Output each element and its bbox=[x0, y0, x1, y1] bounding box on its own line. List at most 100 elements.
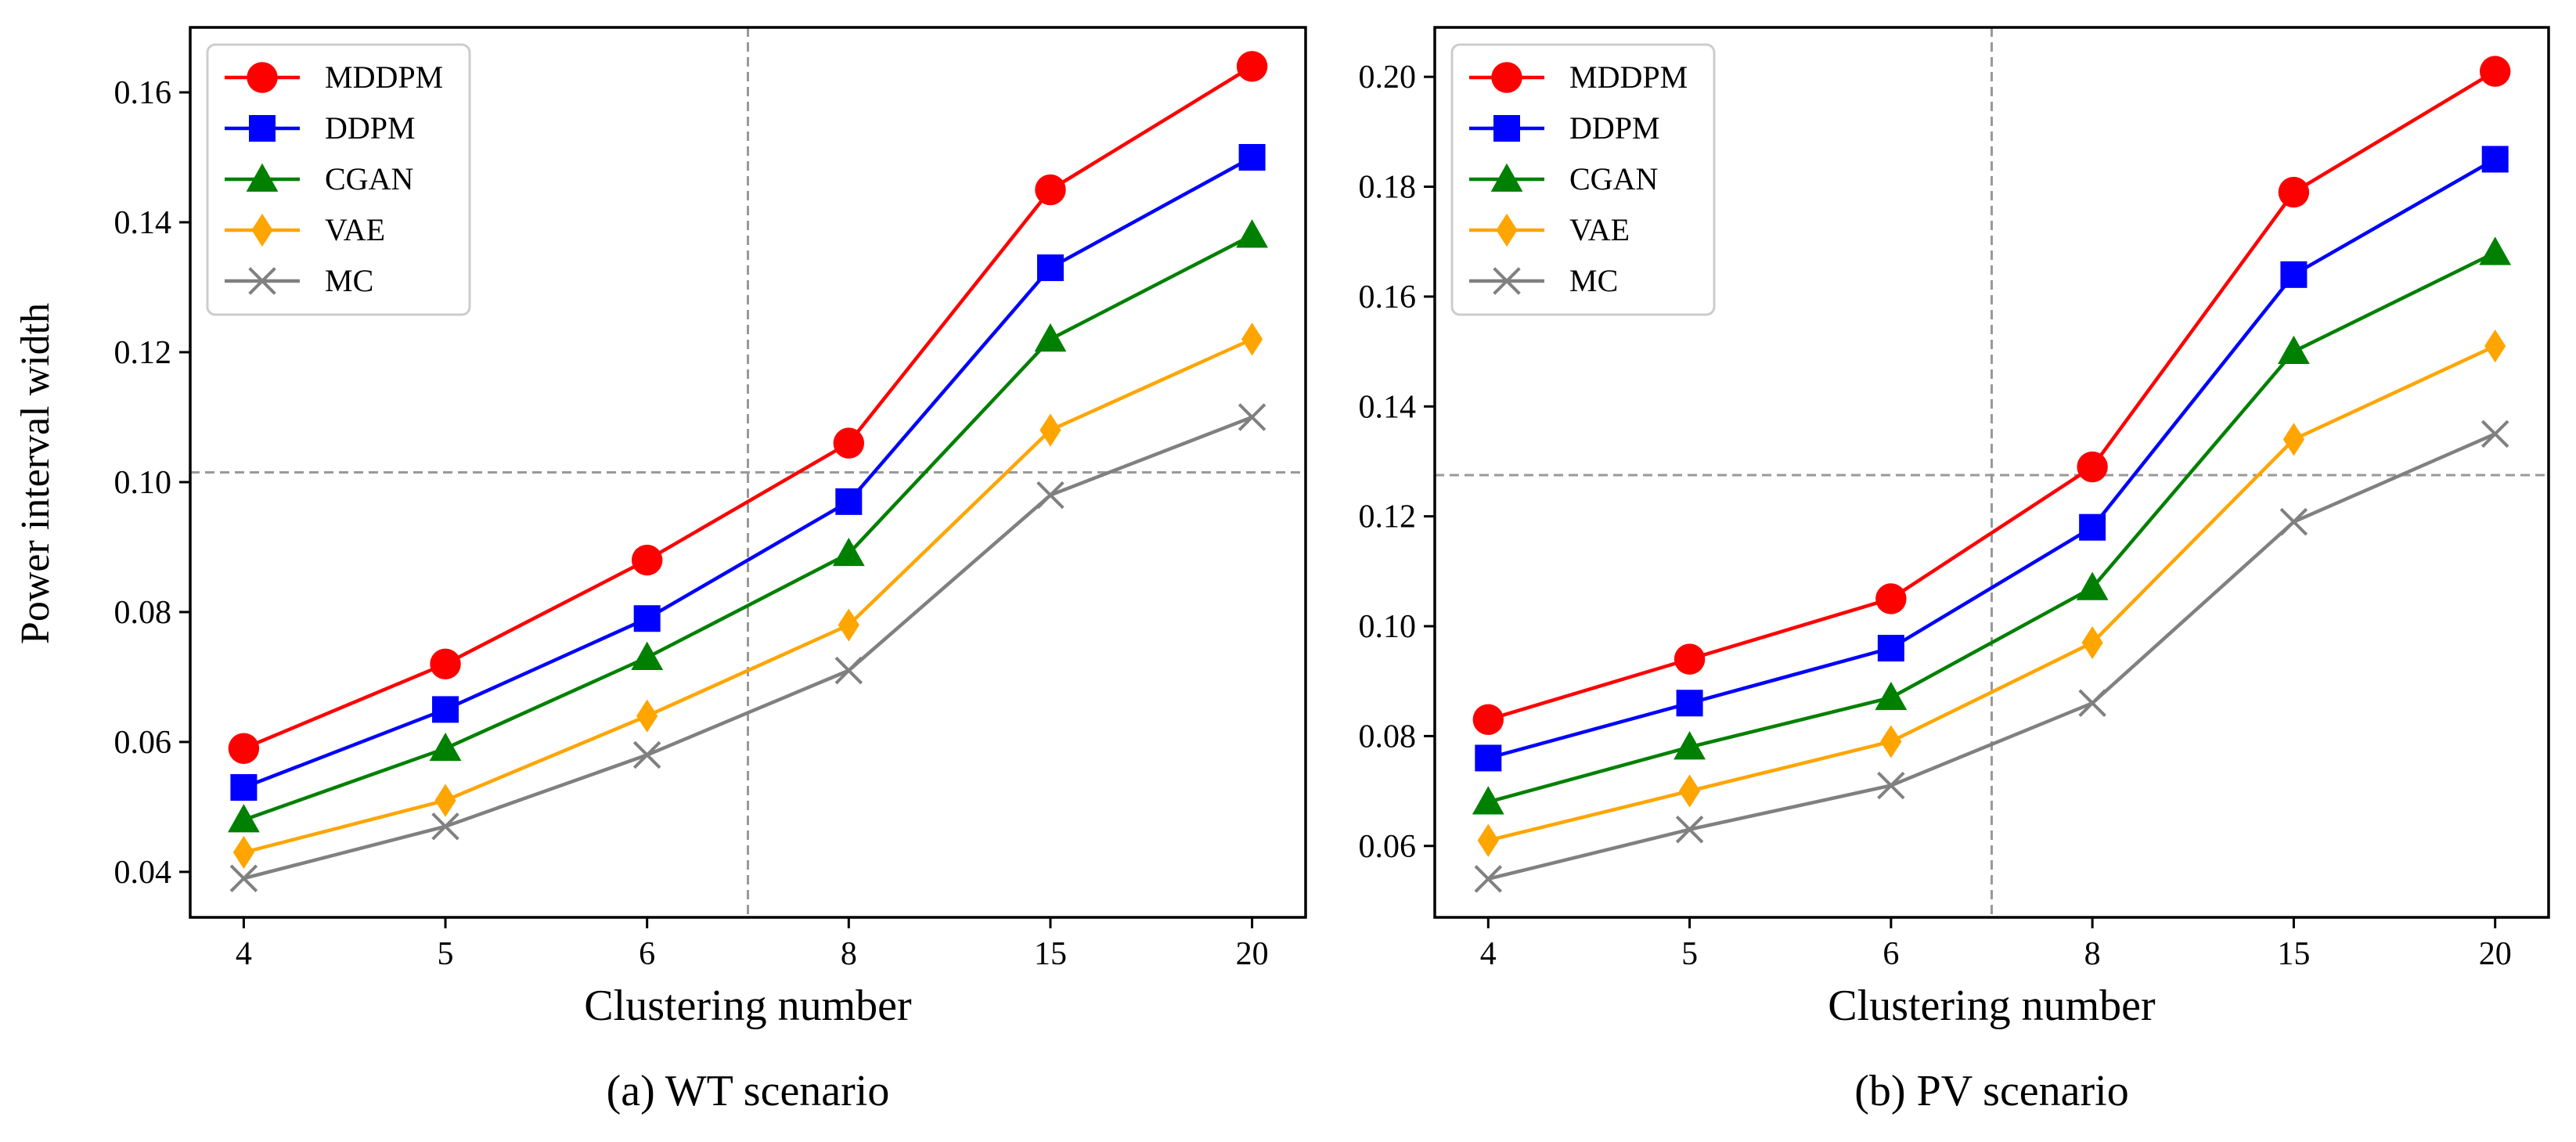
y-tick-label: 0.08 bbox=[1359, 719, 1417, 755]
legend-frame bbox=[1450, 43, 1716, 316]
legend-marker-mddpm bbox=[1491, 62, 1522, 93]
legend: MDDPM DDPM CGAN VAE MC bbox=[206, 43, 471, 316]
plot-frame bbox=[189, 26, 1307, 919]
x-tick-label: 15 bbox=[2277, 936, 2310, 972]
legend-label: CGAN bbox=[1569, 161, 1658, 196]
x-tick-label: 4 bbox=[236, 936, 252, 972]
data-point-mddpm-4 bbox=[1472, 704, 1504, 736]
y-tick-label: 0.12 bbox=[1359, 499, 1417, 535]
data-point-mddpm-20 bbox=[1236, 51, 1268, 82]
legend-entry-ddpm: DDPM bbox=[1469, 110, 1660, 146]
data-point-cgan-6 bbox=[631, 641, 664, 670]
series-mddpm bbox=[228, 51, 1268, 764]
y-tick-label: 0.12 bbox=[114, 335, 172, 371]
data-point-cgan-4 bbox=[1472, 786, 1504, 815]
legend-label: DDPM bbox=[325, 110, 416, 146]
shared-y-axis-label: Power interval width bbox=[13, 303, 58, 644]
x-tick-label: 5 bbox=[438, 936, 454, 972]
data-point-mddpm-5 bbox=[1673, 643, 1706, 675]
data-point-cgan-8 bbox=[2076, 571, 2109, 600]
x-tick-label: 6 bbox=[639, 936, 655, 972]
legend-marker-ddpm bbox=[249, 115, 276, 142]
data-point-mc-6 bbox=[632, 740, 661, 769]
legend-label: MDDPM bbox=[325, 59, 443, 95]
data-point-vae-8 bbox=[838, 608, 859, 642]
data-point-vae-20 bbox=[2484, 329, 2506, 363]
series-cgan bbox=[228, 219, 1268, 833]
x-axis-label: Clustering number bbox=[584, 982, 912, 1030]
data-point-mc-8 bbox=[834, 656, 863, 685]
legend-label: MC bbox=[1569, 263, 1618, 298]
legend-entry-cgan: CGAN bbox=[225, 161, 413, 196]
legend: MDDPM DDPM CGAN VAE MC bbox=[1450, 43, 1716, 316]
series-line-mddpm bbox=[243, 64, 1253, 751]
data-point-mc-5 bbox=[1675, 815, 1704, 844]
data-point-ddpm-4 bbox=[1475, 744, 1502, 772]
data-point-mc-15 bbox=[2279, 507, 2308, 536]
y-tick-label: 0.14 bbox=[114, 205, 172, 241]
legend-entry-vae: VAE bbox=[1469, 212, 1630, 247]
legend-entry-mc: MC bbox=[225, 263, 373, 298]
series-mc bbox=[1474, 420, 2509, 893]
legend-label: CGAN bbox=[325, 161, 413, 196]
data-point-ddpm-8 bbox=[835, 488, 863, 515]
data-point-vae-5 bbox=[1678, 774, 1701, 808]
y-tick-label: 0.08 bbox=[114, 595, 172, 631]
y-tick-label: 0.14 bbox=[1359, 389, 1417, 425]
y-tick-label: 0.16 bbox=[1359, 279, 1417, 315]
y-tick-label: 0.18 bbox=[1359, 170, 1417, 206]
data-point-vae-8 bbox=[2081, 625, 2103, 660]
legend-entry-mddpm: MDDPM bbox=[1469, 59, 1688, 95]
series-line-mc bbox=[243, 415, 1253, 881]
data-point-mddpm-5 bbox=[430, 648, 461, 680]
legend-marker-mc bbox=[1493, 267, 1521, 295]
data-point-vae-20 bbox=[1241, 322, 1263, 356]
data-point-ddpm-15 bbox=[1036, 254, 1064, 282]
data-point-mc-5 bbox=[431, 812, 459, 841]
legend-frame bbox=[206, 43, 471, 316]
data-point-ddpm-8 bbox=[2079, 513, 2106, 541]
series-mc bbox=[229, 403, 1266, 892]
data-point-mddpm-6 bbox=[631, 544, 663, 576]
legend-marker-mc bbox=[248, 267, 276, 295]
data-point-cgan-15 bbox=[1034, 322, 1067, 352]
y-tick-label: 0.16 bbox=[114, 75, 172, 111]
data-point-vae-4 bbox=[1477, 823, 1499, 857]
x-tick-label: 8 bbox=[841, 936, 857, 972]
data-point-ddpm-4 bbox=[230, 774, 258, 802]
panel-caption: (a) WT scenario bbox=[607, 1067, 890, 1115]
y-tick-label: 0.20 bbox=[1359, 59, 1417, 95]
data-point-vae-15 bbox=[1039, 413, 1061, 447]
data-point-ddpm-6 bbox=[633, 605, 661, 632]
panel-caption: (b) PV scenario bbox=[1854, 1067, 2128, 1115]
data-point-mc-6 bbox=[1877, 771, 1905, 800]
y-tick-label: 0.06 bbox=[1359, 829, 1417, 865]
data-point-mc-20 bbox=[2481, 420, 2509, 449]
legend-label: VAE bbox=[325, 212, 385, 247]
data-point-mc-4 bbox=[1474, 865, 1503, 893]
panel-pv-scenario: 4 5 6 8 15 20 0.06 0.08 0.10 0.12 0.14 0.16 0.18 0.20… bbox=[1359, 26, 2550, 1115]
x-axis-label: Clustering number bbox=[1828, 982, 2156, 1030]
y-tick-label: 0.10 bbox=[114, 465, 172, 501]
series-line-vae bbox=[1487, 344, 2496, 842]
legend-entry-ddpm: DDPM bbox=[225, 110, 416, 146]
legend-entry-mc: MC bbox=[1469, 263, 1618, 298]
legend-label: VAE bbox=[1569, 212, 1630, 247]
data-point-ddpm-5 bbox=[432, 696, 459, 723]
data-point-ddpm-20 bbox=[1238, 143, 1266, 171]
data-point-mc-4 bbox=[229, 864, 258, 892]
x-tick-label: 20 bbox=[1236, 936, 1269, 972]
series-line-mc bbox=[1487, 432, 2496, 881]
x-tick-label: 6 bbox=[1882, 936, 1899, 972]
data-point-cgan-5 bbox=[1673, 731, 1706, 760]
legend-marker-cgan bbox=[246, 163, 279, 192]
legend-marker-vae bbox=[251, 213, 273, 247]
legend-entry-cgan: CGAN bbox=[1469, 161, 1658, 196]
data-point-cgan-5 bbox=[429, 732, 462, 762]
series-line-ddpm bbox=[1487, 157, 2496, 760]
x-tick-label: 15 bbox=[1034, 936, 1067, 972]
data-point-mddpm-8 bbox=[2077, 451, 2108, 483]
x-tick-label: 4 bbox=[1480, 936, 1497, 972]
data-point-cgan-20 bbox=[1236, 219, 1268, 248]
y-tick-label: 0.06 bbox=[114, 725, 172, 761]
